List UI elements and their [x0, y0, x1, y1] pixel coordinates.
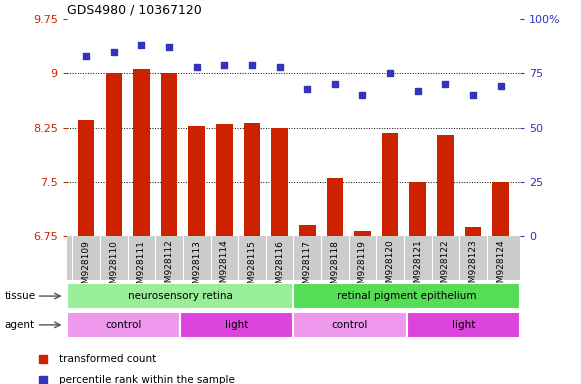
Point: [303, 86, 312, 92]
Text: tissue: tissue: [5, 291, 36, 301]
Text: transformed count: transformed count: [59, 354, 157, 364]
Text: GSM928122: GSM928122: [441, 240, 450, 294]
Text: agent: agent: [5, 320, 35, 330]
Text: percentile rank within the sample: percentile rank within the sample: [59, 375, 235, 384]
Text: GSM928113: GSM928113: [192, 240, 201, 295]
Point: [441, 81, 450, 88]
Text: control: control: [105, 320, 142, 330]
Bar: [243, 123, 260, 236]
Bar: [67, 283, 293, 309]
Point: [192, 64, 202, 70]
Point: [385, 70, 394, 76]
Text: GSM928110: GSM928110: [109, 240, 119, 295]
Text: neurosensory retina: neurosensory retina: [128, 291, 232, 301]
Point: [109, 49, 119, 55]
Text: GSM928121: GSM928121: [413, 240, 422, 295]
Bar: [382, 134, 399, 236]
Text: GSM928112: GSM928112: [164, 240, 174, 295]
Text: GDS4980 / 10367120: GDS4980 / 10367120: [67, 3, 202, 17]
Bar: [216, 124, 232, 236]
Point: [413, 88, 422, 94]
Point: [164, 44, 174, 50]
Bar: [161, 73, 177, 236]
Text: GSM928116: GSM928116: [275, 240, 284, 295]
Bar: [437, 135, 454, 236]
Text: control: control: [332, 320, 368, 330]
Bar: [299, 225, 315, 236]
Bar: [293, 312, 407, 338]
Bar: [293, 283, 520, 309]
Bar: [271, 128, 288, 236]
Text: GSM928123: GSM928123: [468, 240, 478, 295]
Text: GSM928124: GSM928124: [496, 240, 505, 294]
Point: [330, 81, 339, 88]
Text: GSM928114: GSM928114: [220, 240, 229, 295]
Point: [275, 64, 284, 70]
Bar: [407, 312, 520, 338]
Point: [248, 62, 257, 68]
Point: [220, 62, 229, 68]
Text: light: light: [451, 320, 475, 330]
Point: [358, 92, 367, 98]
Text: GSM928120: GSM928120: [386, 240, 394, 295]
Text: retinal pigment epithelium: retinal pigment epithelium: [337, 291, 476, 301]
Bar: [410, 182, 426, 236]
Point: [137, 42, 146, 48]
Text: GSM928115: GSM928115: [248, 240, 256, 295]
Text: GSM928109: GSM928109: [82, 240, 91, 295]
Bar: [327, 178, 343, 236]
Bar: [133, 69, 150, 236]
Bar: [180, 312, 293, 338]
Text: GSM928119: GSM928119: [358, 240, 367, 295]
Text: light: light: [225, 320, 249, 330]
Text: GSM928118: GSM928118: [331, 240, 339, 295]
Text: GSM928111: GSM928111: [137, 240, 146, 295]
Point: [81, 53, 91, 59]
Bar: [67, 312, 180, 338]
Bar: [106, 73, 122, 236]
Point: [468, 92, 478, 98]
Bar: [492, 182, 509, 236]
Bar: [188, 126, 205, 236]
Bar: [78, 121, 95, 236]
Bar: [354, 231, 371, 236]
Bar: [465, 227, 481, 236]
Point: [496, 83, 505, 89]
Text: GSM928117: GSM928117: [303, 240, 312, 295]
